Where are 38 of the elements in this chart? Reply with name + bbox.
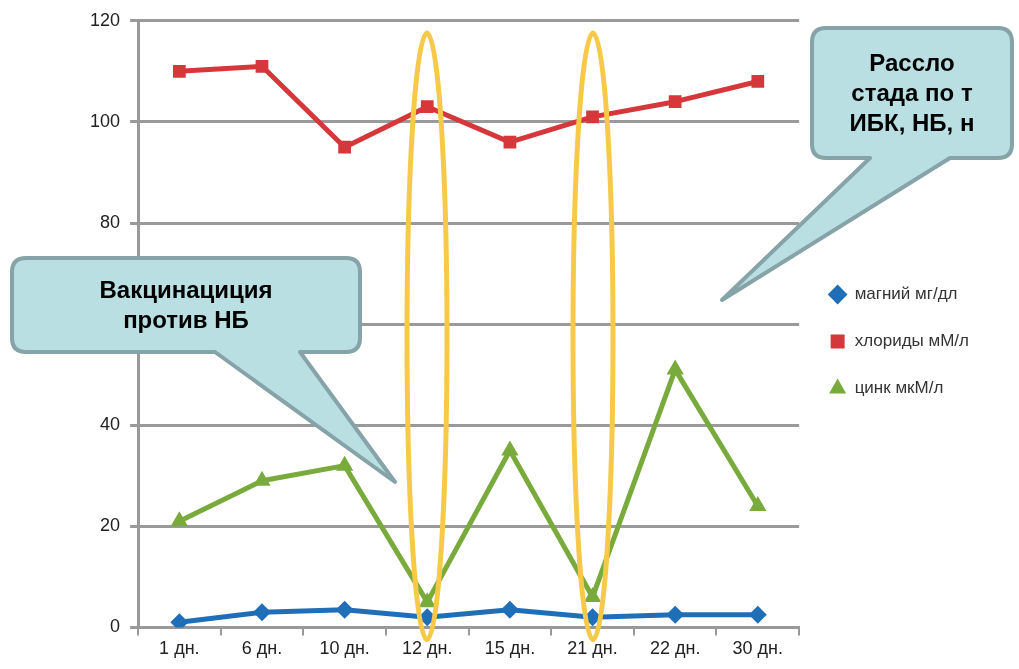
x-tick-label: 10 дн.: [319, 638, 370, 659]
y-tick-label: 80: [100, 211, 121, 232]
legend-label: хлориды мМ/л: [854, 331, 970, 351]
point: [420, 100, 434, 114]
point: [501, 440, 519, 456]
point: [255, 59, 269, 73]
annotation: Вакцинациция против НБ: [98, 275, 274, 335]
x-tick-label: 30 дн.: [732, 638, 784, 659]
point: [335, 455, 354, 471]
legend-label: цинк мкМ/л: [854, 378, 944, 398]
x-tick-label: 1 дн.: [159, 638, 200, 659]
point: [751, 75, 765, 88]
point: [170, 511, 189, 527]
point: [749, 496, 767, 512]
point: [500, 600, 519, 619]
y-tick-label: 120: [89, 9, 121, 30]
x-tick-label: 15 дн.: [484, 638, 536, 659]
y-tick-label: 20: [100, 515, 121, 536]
x-tick-label: 22 дн.: [649, 638, 701, 659]
x-tick-label: 6 дн.: [241, 638, 283, 659]
point: [668, 95, 682, 109]
x-tick-label: 21 дн.: [567, 638, 618, 659]
x-tick-label: 12 дн.: [402, 638, 453, 659]
y-tick-label: 100: [89, 110, 121, 131]
point: [252, 603, 271, 622]
y-tick-label: 40: [100, 414, 121, 435]
point: [418, 592, 436, 608]
point: [666, 605, 685, 624]
point: [583, 587, 602, 603]
y-tick-label: 0: [110, 616, 121, 637]
point: [253, 470, 271, 486]
point: [586, 110, 599, 124]
point: [666, 359, 684, 375]
point: [172, 64, 186, 78]
point: [335, 600, 354, 619]
point: [338, 140, 351, 154]
point: [748, 605, 767, 624]
legend-label: магний мг/дл: [854, 284, 958, 304]
